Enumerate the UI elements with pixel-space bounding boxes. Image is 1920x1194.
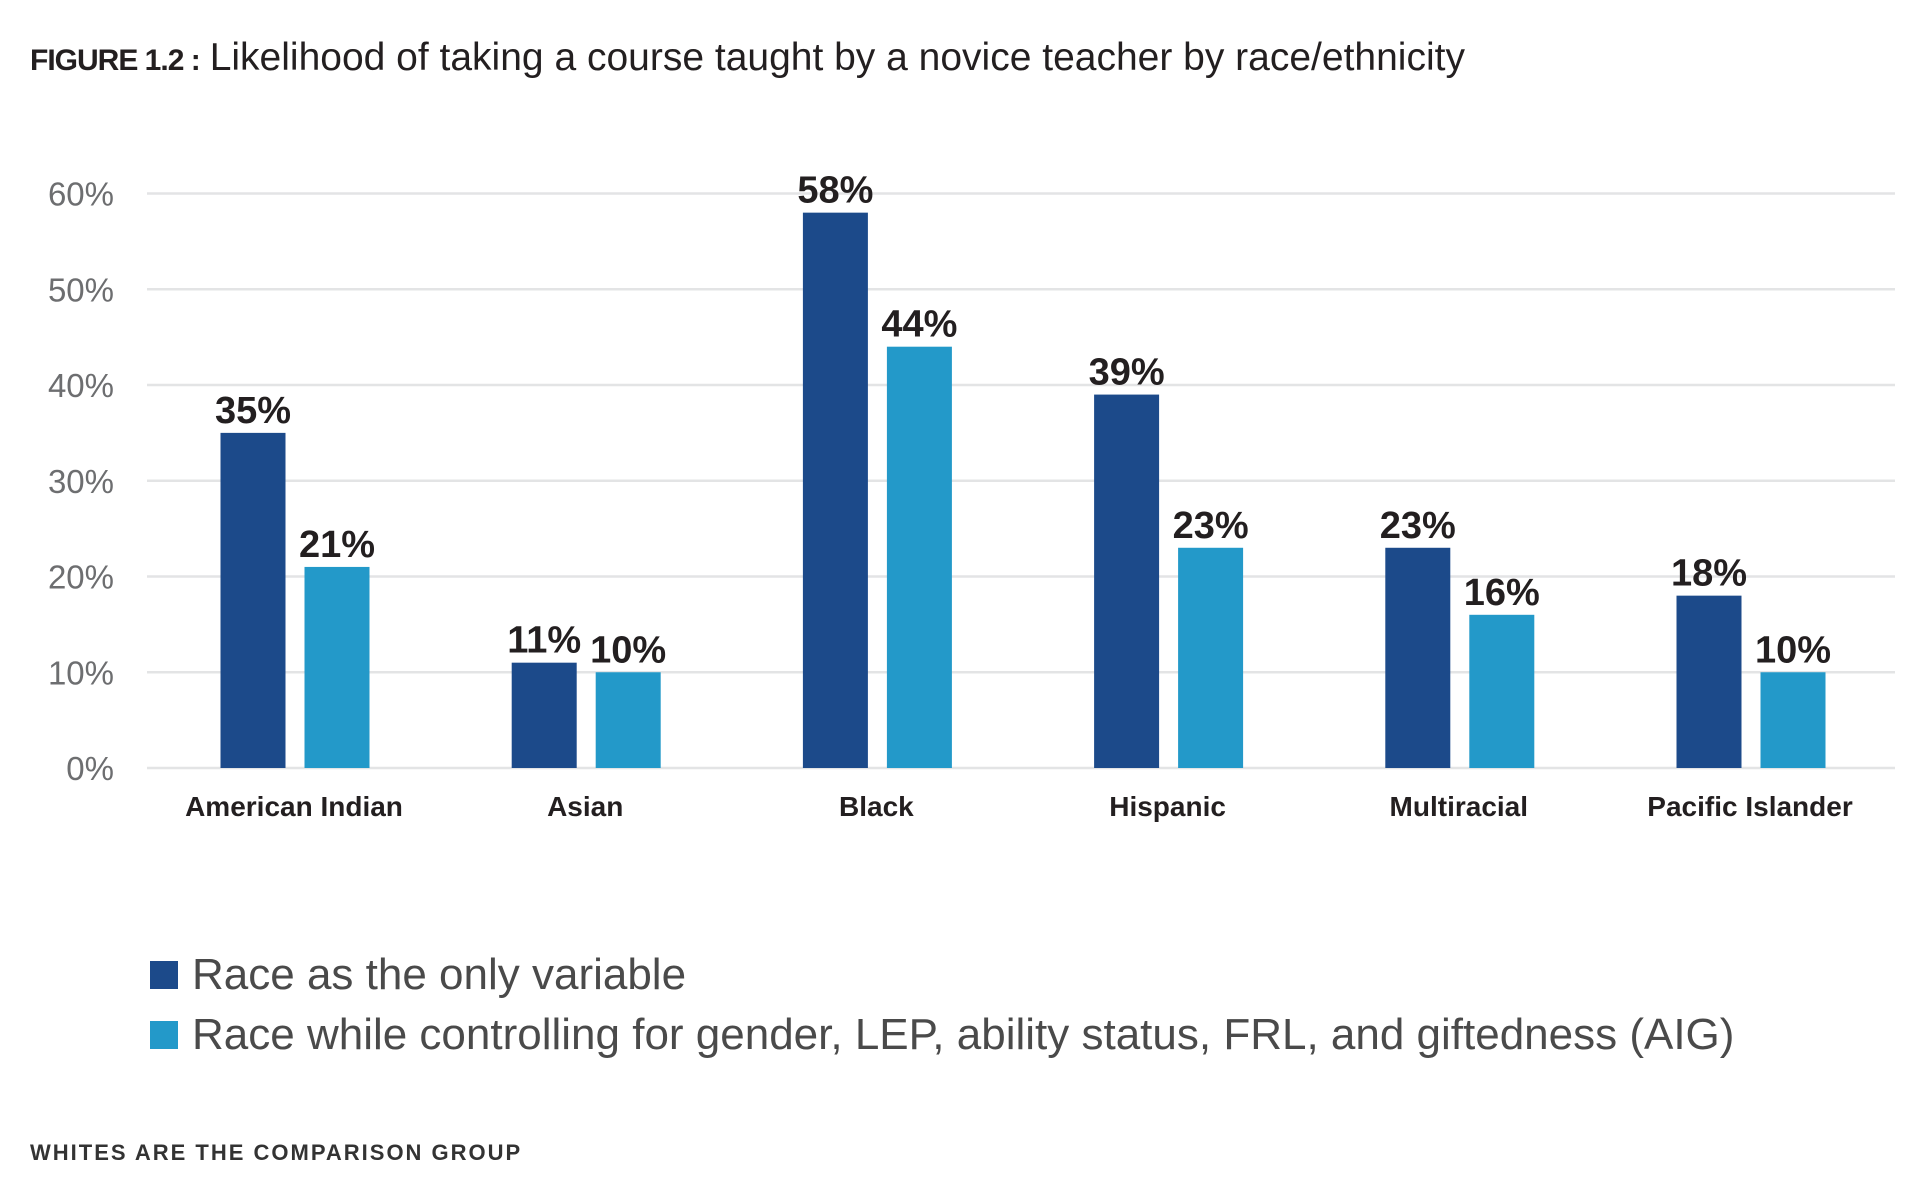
comparison-note: WHITES ARE THE COMPARISON GROUP <box>30 1140 523 1165</box>
data-label: 21% <box>299 524 375 566</box>
data-label: 58% <box>797 170 873 212</box>
x-tick-label: Black <box>839 791 914 822</box>
x-tick-label: Multiracial <box>1390 791 1528 822</box>
legend-label: Race as the only variable <box>192 950 687 999</box>
bar <box>1385 547 1451 768</box>
x-tick-label: Pacific Islander <box>1647 791 1853 822</box>
bar <box>802 212 868 768</box>
y-tick-label: 0% <box>66 750 114 787</box>
y-tick-label: 60% <box>48 176 114 213</box>
legend-swatch <box>150 961 178 989</box>
chart-title: FIGURE 1.2 : Likelihood of taking a cours… <box>30 36 1465 80</box>
y-tick-label: 10% <box>48 654 114 691</box>
bar <box>1469 614 1535 768</box>
data-label: 16% <box>1464 572 1540 614</box>
data-label: 44% <box>881 304 957 346</box>
legend-item-1: Race while controlling for gender, LEP, … <box>150 1010 1734 1060</box>
x-tick-label: Asian <box>547 791 623 822</box>
legend-label: Race while controlling for gender, LEP, … <box>192 1010 1735 1059</box>
data-label: 18% <box>1671 553 1747 595</box>
bar <box>1760 672 1826 768</box>
data-label: 10% <box>590 629 666 671</box>
bar <box>304 566 370 768</box>
legend-item-0: Race as the only variable <box>150 950 686 1000</box>
bar <box>511 662 577 768</box>
data-label: 23% <box>1173 505 1249 547</box>
data-label: 39% <box>1089 352 1165 394</box>
y-tick-label: 50% <box>48 271 114 308</box>
title-text: Likelihood of taking a course taught by … <box>209 36 1465 79</box>
x-tick-label: American Indian <box>185 791 403 822</box>
bar <box>220 432 286 768</box>
bar <box>595 672 661 768</box>
data-label: 23% <box>1380 505 1456 547</box>
bar <box>1094 394 1160 768</box>
data-label: 10% <box>1755 629 1831 671</box>
legend-swatch <box>150 1021 178 1049</box>
bar <box>1178 547 1244 768</box>
figure-number: FIGURE 1.2 : <box>30 44 201 77</box>
bar <box>1676 595 1742 768</box>
bar <box>886 346 952 768</box>
y-tick-label: 20% <box>48 559 114 596</box>
data-label: 11% <box>507 620 581 662</box>
y-tick-label: 40% <box>48 367 114 404</box>
data-label: 35% <box>215 390 291 432</box>
y-tick-label: 30% <box>48 463 114 500</box>
x-tick-label: Hispanic <box>1109 791 1226 822</box>
